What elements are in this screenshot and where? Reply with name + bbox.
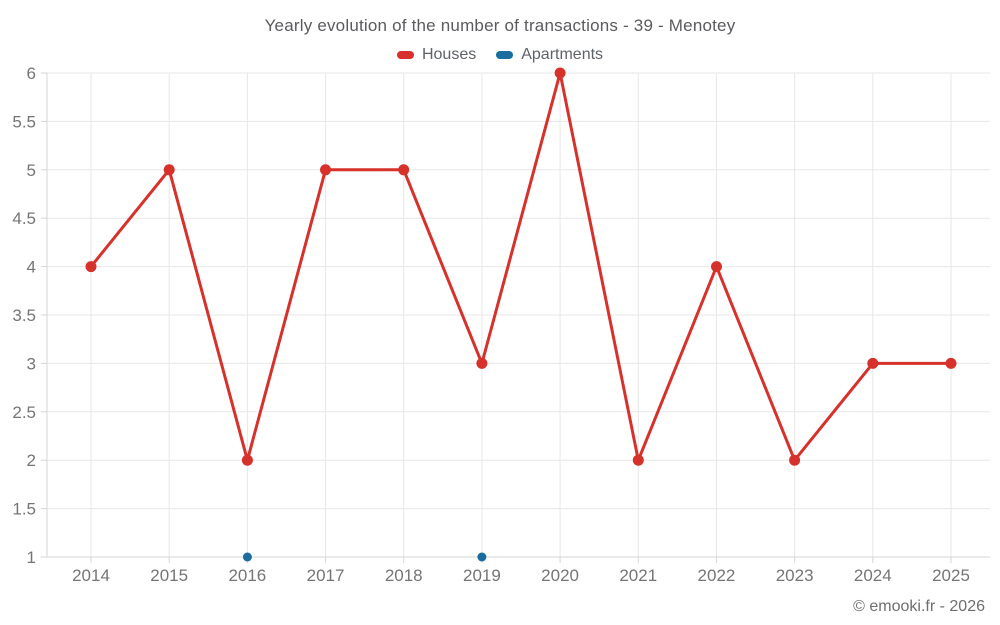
houses-legend-swatch-icon: [396, 51, 414, 59]
y-tick-label: 3.5: [12, 306, 36, 325]
houses-point-2021[interactable]: [632, 454, 644, 466]
chart-title: Yearly evolution of the number of transa…: [264, 16, 736, 35]
houses-point-2024[interactable]: [867, 357, 879, 369]
gridlines: [47, 72, 990, 557]
x-tick-label: 2024: [854, 566, 892, 585]
series-houses: [85, 67, 957, 466]
houses-point-2019[interactable]: [476, 357, 488, 369]
y-tick-label: 1.5: [12, 500, 36, 519]
apartments-point-2019[interactable]: [477, 552, 487, 562]
apartments-legend-swatch-icon: [496, 51, 514, 59]
x-tick-label: 2018: [385, 566, 423, 585]
legend: Houses Apartments: [0, 45, 1000, 65]
y-tick-label: 5.5: [12, 112, 36, 131]
houses-point-2018[interactable]: [398, 164, 410, 176]
houses-point-2020[interactable]: [554, 67, 566, 79]
houses-point-2016[interactable]: [241, 454, 253, 466]
y-tick-label: 1: [27, 548, 36, 567]
axis-labels: 1 1.5 2 2.5 3 3.5 4 4.5 5 5.5 6 2014 2015 2016 2017 201…: [12, 64, 970, 585]
y-tick-label: 6: [27, 64, 36, 83]
x-tick-label: 2014: [72, 566, 110, 585]
houses-point-2015[interactable]: [163, 164, 175, 176]
x-tick-label: 2022: [698, 566, 736, 585]
x-tick-label: 2017: [307, 566, 345, 585]
legend-label-houses: Houses: [421, 46, 477, 63]
series-apartments: [242, 552, 487, 562]
y-tick-label: 5: [27, 161, 36, 180]
legend-item-houses[interactable]: Houses: [396, 46, 477, 64]
copyright: © emooki.fr - 2026: [853, 598, 985, 615]
x-tick-label: 2021: [619, 566, 657, 585]
houses-point-2014[interactable]: [85, 261, 97, 273]
y-tick-label: 4.5: [12, 209, 36, 228]
y-tick-label: 4: [27, 258, 36, 277]
apartments-point-2016[interactable]: [242, 552, 252, 562]
houses-point-2023[interactable]: [789, 454, 801, 466]
legend-item-apartments[interactable]: Apartments: [496, 46, 603, 64]
x-tick-label: 2015: [150, 566, 188, 585]
houses-point-2022[interactable]: [711, 261, 722, 273]
houses-point-2025[interactable]: [945, 357, 957, 369]
x-tick-label: 2025: [932, 566, 970, 585]
y-tick-label: 3: [27, 354, 36, 373]
x-tick-label: 2016: [228, 566, 266, 585]
houses-line: [89, 71, 953, 462]
x-tick-label: 2019: [463, 566, 501, 585]
y-tick-label: 2: [27, 451, 36, 470]
houses-point-2017[interactable]: [320, 164, 331, 176]
legend-label-apartments: Apartments: [521, 46, 604, 63]
x-tick-label: 2020: [541, 566, 579, 585]
y-tick-label: 2.5: [12, 403, 36, 422]
axes: [41, 72, 990, 563]
x-tick-label: 2023: [776, 566, 814, 585]
